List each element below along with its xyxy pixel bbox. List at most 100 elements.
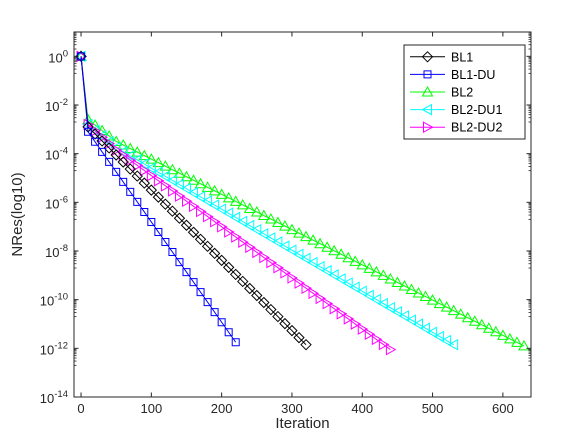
data-point <box>173 178 184 191</box>
y-tick-base: 10 <box>45 99 59 114</box>
data-point <box>98 147 107 156</box>
data-point <box>110 135 123 146</box>
data-point <box>180 182 191 195</box>
data-point <box>217 318 226 327</box>
data-point <box>243 219 255 232</box>
data-point <box>159 160 172 171</box>
data-point <box>328 244 340 256</box>
data-point <box>259 251 270 264</box>
data-point <box>132 159 144 172</box>
data-point <box>468 315 481 326</box>
data-point <box>138 158 149 170</box>
data-point <box>265 213 277 224</box>
data-point <box>194 191 206 203</box>
data-point <box>250 223 262 236</box>
data-point <box>335 273 346 285</box>
data-point <box>168 248 177 257</box>
data-point <box>180 219 193 231</box>
data-point <box>174 190 186 202</box>
data-point <box>105 157 114 166</box>
data-point <box>405 314 416 326</box>
data-point <box>363 262 376 273</box>
data-point <box>215 188 228 199</box>
data-point <box>231 338 240 347</box>
y-tick-base: 10 <box>40 294 54 309</box>
y-tick-label: 10-2 <box>45 97 68 114</box>
data-point <box>279 220 291 231</box>
data-point <box>398 310 409 322</box>
data-point <box>133 197 142 206</box>
data-point <box>321 241 333 252</box>
data-point <box>224 328 233 337</box>
series-line <box>80 56 237 343</box>
y-tick-exponent: -10 <box>54 292 68 303</box>
legend-entry: BL1 <box>410 50 473 64</box>
y-tick-label: 10-6 <box>45 194 68 211</box>
data-point <box>167 185 179 197</box>
data-point <box>91 137 100 146</box>
data-point <box>440 334 452 347</box>
data-point <box>321 264 332 277</box>
data-point <box>229 211 241 224</box>
data-point <box>271 236 283 248</box>
y-tick-base: 10 <box>45 148 59 163</box>
data-point <box>308 287 320 300</box>
data-point <box>377 269 390 280</box>
data-point <box>264 232 276 244</box>
legend-entry: BL2-DU1 <box>410 103 502 117</box>
data-point <box>131 170 143 182</box>
data-point <box>307 234 319 245</box>
data-point <box>117 156 129 168</box>
data-point <box>145 184 158 196</box>
data-point <box>237 275 249 288</box>
y-tick-label: 100 <box>48 48 68 65</box>
data-point <box>454 308 467 319</box>
data-point <box>412 287 425 298</box>
data-point <box>103 129 116 141</box>
data-point <box>286 324 298 337</box>
data-point <box>112 167 121 176</box>
data-point <box>103 142 115 154</box>
y-tick-base: 10 <box>40 391 54 406</box>
data-point <box>349 255 362 266</box>
data-point <box>371 333 383 346</box>
data-point <box>301 282 313 295</box>
data-point <box>215 254 228 267</box>
data-point <box>222 191 235 203</box>
data-point <box>419 322 431 335</box>
legend-label: BL1-DU <box>451 68 495 82</box>
data-point <box>231 231 242 243</box>
y-tick-label: 10-14 <box>40 389 68 406</box>
data-point <box>222 261 235 274</box>
data-point <box>299 252 311 265</box>
series-layer <box>75 50 530 356</box>
data-point <box>433 297 446 309</box>
data-point <box>398 279 411 291</box>
data-point <box>201 195 213 207</box>
data-point <box>405 283 418 295</box>
data-point <box>461 311 474 323</box>
data-point <box>159 198 172 210</box>
data-point <box>187 226 200 238</box>
data-point <box>257 209 270 221</box>
data-point <box>145 162 156 174</box>
data-point <box>314 237 326 249</box>
data-point <box>370 293 381 306</box>
data-point <box>475 318 488 330</box>
legend-label: BL2-DU1 <box>451 103 502 117</box>
y-tick-exponent: -8 <box>60 243 68 254</box>
data-point <box>110 149 122 161</box>
data-point <box>187 186 199 199</box>
data-point <box>139 164 151 177</box>
data-point <box>126 187 135 196</box>
x-axis-title: Iteration <box>275 415 329 432</box>
legend-marker <box>421 85 434 97</box>
data-point <box>201 240 214 253</box>
legend-entry: BL2-DU2 <box>410 121 502 135</box>
legend: BL1 BL1-DU BL2 BL2-DU1 BL2-DU2 <box>403 44 526 140</box>
data-point <box>152 166 163 179</box>
y-tick-base: 10 <box>40 342 54 357</box>
data-point <box>180 170 193 182</box>
data-point <box>173 212 186 224</box>
